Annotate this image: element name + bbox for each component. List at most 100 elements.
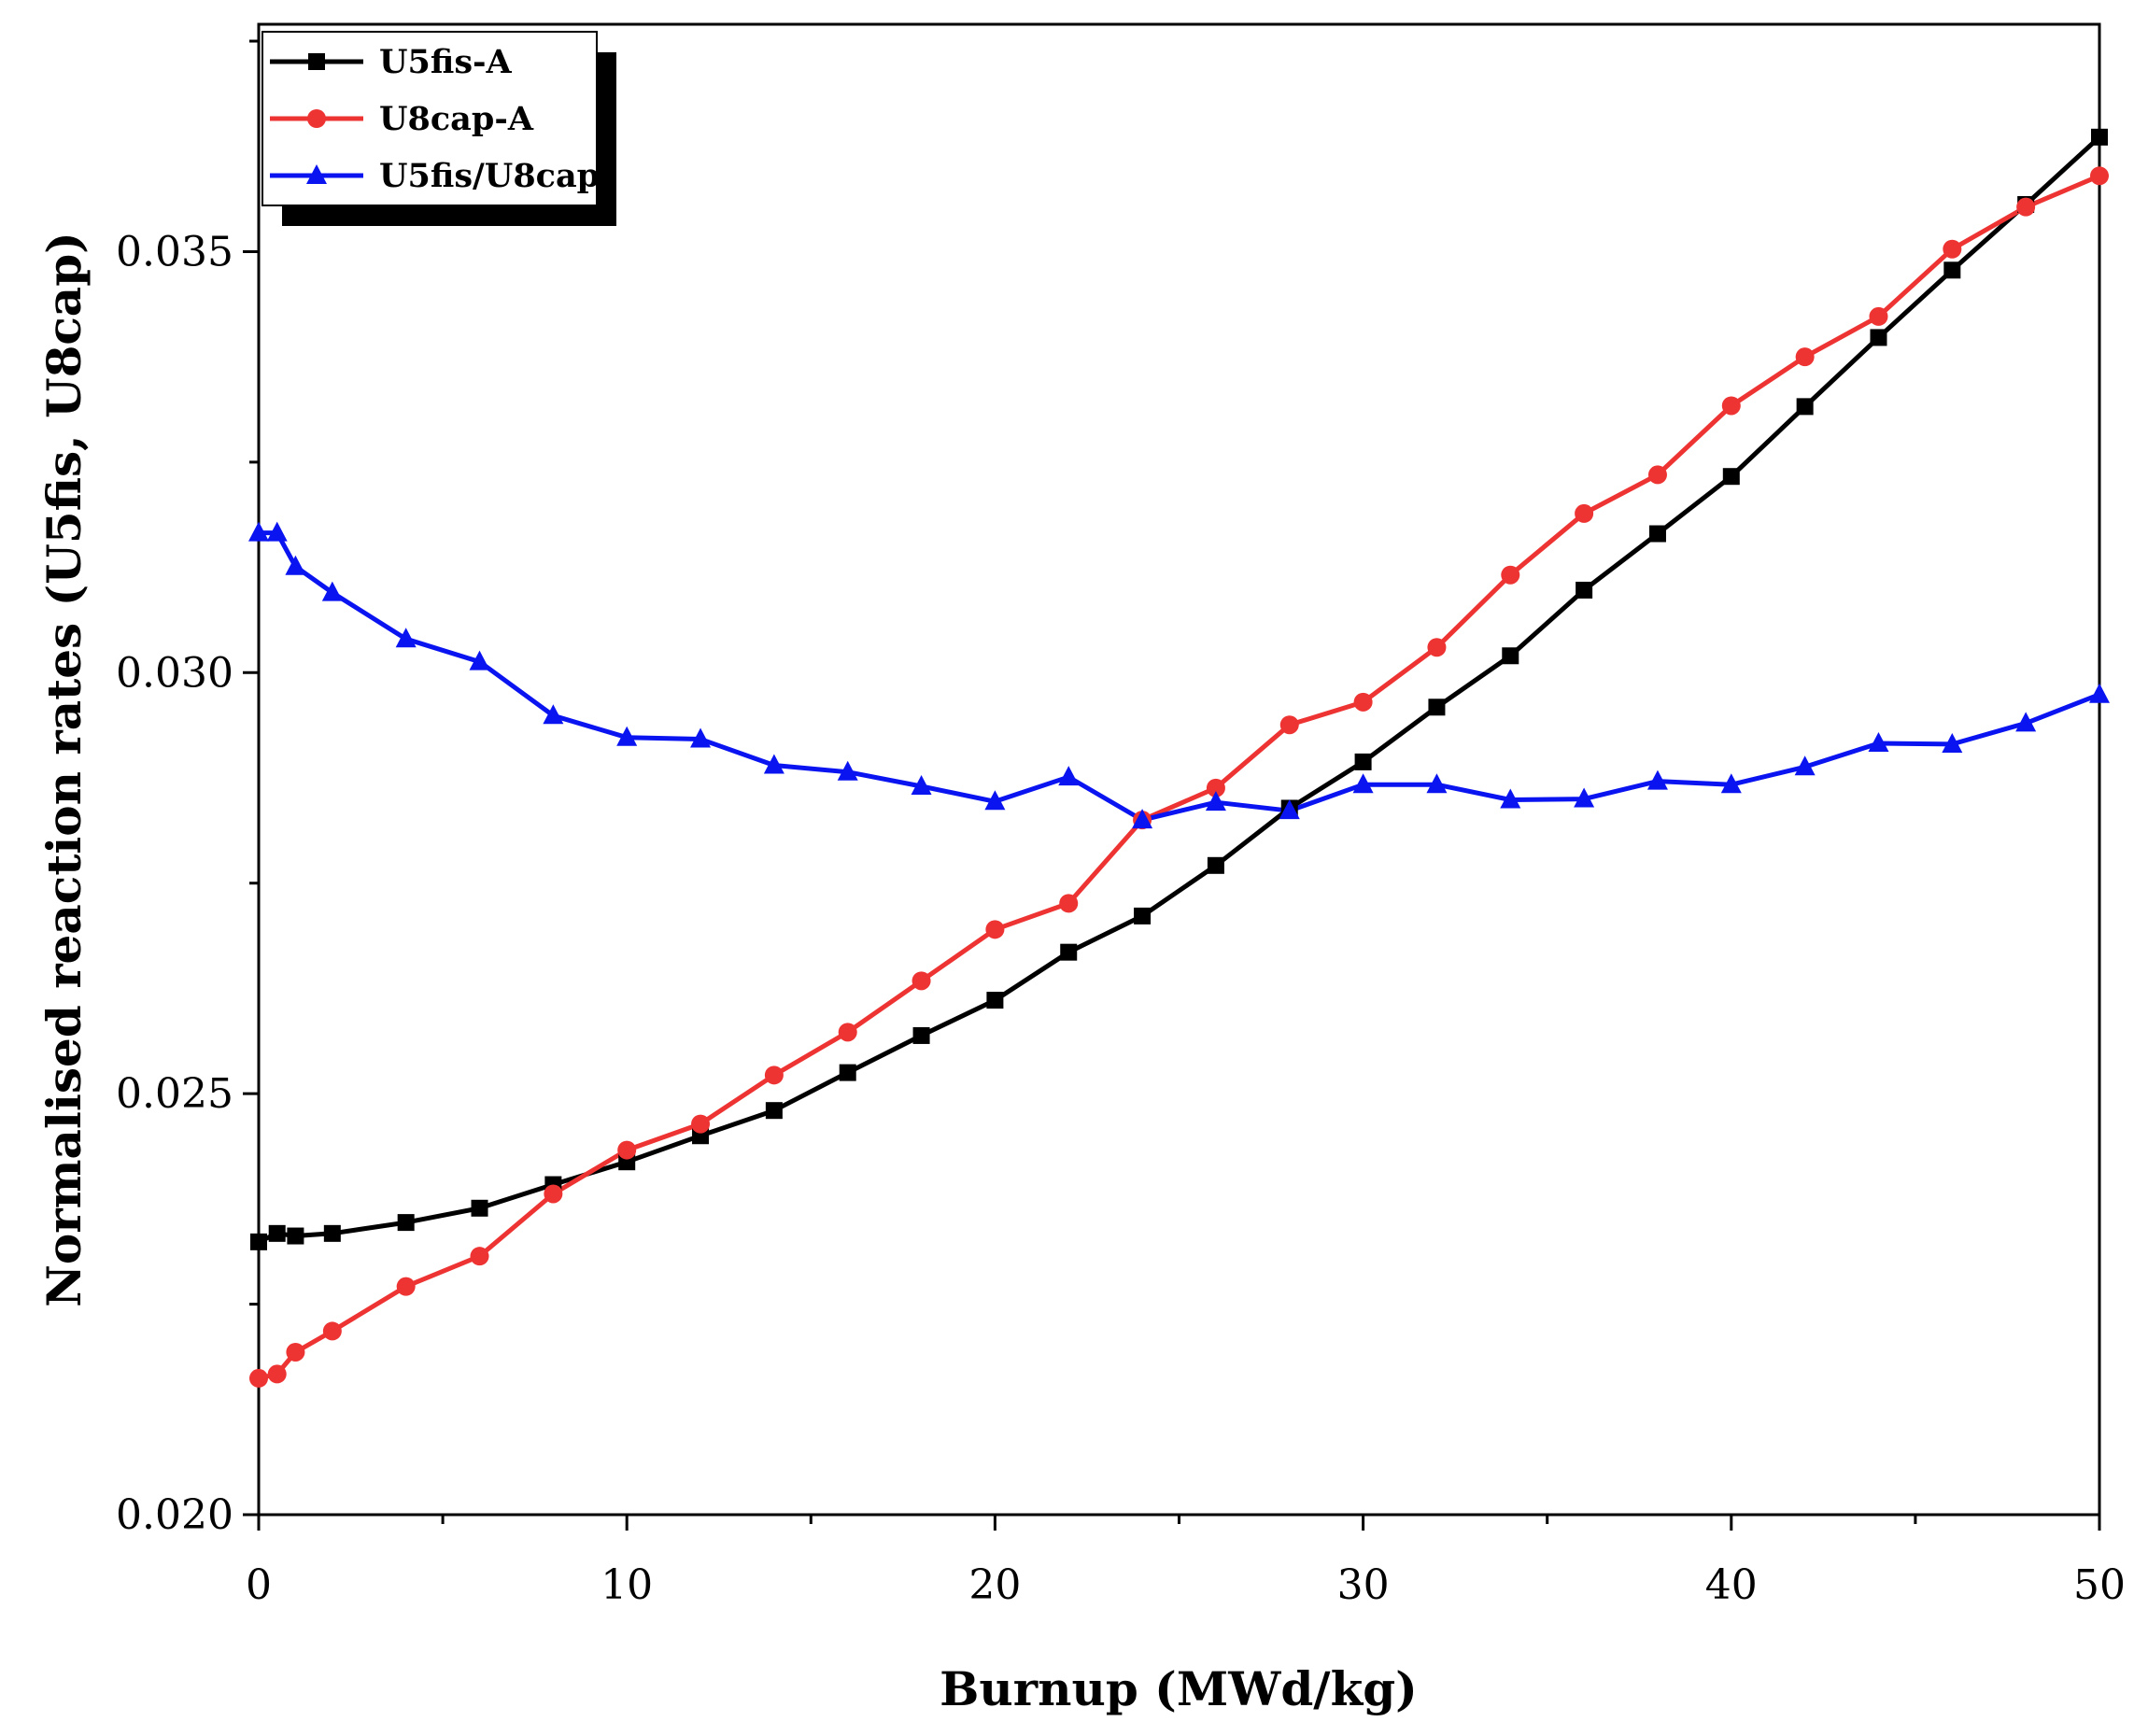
x-tick-label: 30 [1337,1561,1390,1609]
data-point-u5fis-u8cap [248,521,269,542]
data-point-u5fis-a [287,1227,304,1245]
series-lines [257,134,2101,1381]
data-point-u5fis-a [1648,525,1666,543]
legend-label-u5fis-u8cap: U5fis/U8cap [379,157,600,195]
data-point-u8cap-a [267,1364,287,1384]
data-point-u5fis-u8cap [1426,773,1448,794]
data-point-u8cap-a [985,920,1005,939]
data-point-u5fis-a [1134,907,1152,924]
data-point-u5fis-u8cap [2089,683,2110,703]
x-tick-label: 0 [246,1561,272,1609]
data-point-u8cap-a [764,1066,784,1085]
data-point-u8cap-a [249,1368,268,1388]
tick-labels: 0 10 20 30 40 50 0.020 0.025 0.030 0.035 [116,228,2126,1609]
data-point-u5fis-u8cap [616,726,638,746]
data-point-u5fis-a [839,1064,856,1081]
data-point-u8cap-a [838,1023,857,1042]
data-point-u5fis-u8cap [469,650,490,670]
data-point-u8cap-a [286,1342,305,1362]
data-point-u8cap-a [617,1140,637,1160]
data-point-u8cap-a [1427,638,1447,657]
legend-marker-u8cap-a [307,109,326,128]
data-point-u8cap-a [544,1184,563,1204]
data-point-u5fis-a [765,1102,783,1120]
data-point-u8cap-a [1353,692,1373,712]
legend-label-u5fis-a: U5fis-A [379,43,513,81]
plot-frame [257,22,2101,1517]
data-point-u5fis-a [1870,329,1887,346]
data-point-u8cap-a [1575,503,1594,523]
data-point-u5fis-u8cap [1646,769,1668,790]
data-point-u5fis-u8cap [1132,809,1153,829]
data-point-u5fis-a [1502,647,1519,665]
data-point-u5fis-a [1060,943,1078,961]
data-point-u8cap-a [691,1114,711,1134]
data-point-u5fis-u8cap [266,521,288,542]
x-tick-label: 10 [601,1561,653,1609]
data-point-u5fis-u8cap [1058,766,1080,786]
x-tick-label: 50 [2073,1561,2126,1609]
data-point-u5fis-u8cap [911,775,932,796]
data-point-u8cap-a [322,1321,342,1341]
series-markers [248,128,2110,1388]
data-point-u5fis-a [1207,856,1224,874]
data-point-u8cap-a [2016,197,2036,217]
legend-marker-u5fis-u8cap [306,164,327,184]
data-point-u5fis-a [397,1214,415,1232]
data-point-u5fis-u8cap [395,628,417,648]
data-point-u5fis-a [912,1026,930,1044]
data-point-u8cap-a [1059,894,1079,913]
data-point-u8cap-a [1721,396,1741,416]
data-point-u5fis-u8cap [690,727,712,748]
data-point-u8cap-a [1943,239,1962,259]
data-point-u5fis-u8cap [1794,755,1816,776]
data-point-u8cap-a [1795,347,1815,367]
data-point-u5fis-a [1796,398,1814,416]
data-point-u5fis-u8cap [1279,799,1300,820]
series-line-u8cap-a [258,173,2100,1381]
data-point-u5fis-a [986,992,1004,1009]
data-point-u5fis-u8cap [1720,773,1742,794]
data-point-u8cap-a [1206,778,1225,797]
data-point-u8cap-a [1279,715,1299,735]
series-line-u5fis-a [257,134,2101,1245]
data-point-u5fis-u8cap [984,790,1006,811]
data-point-u8cap-a [470,1247,489,1266]
data-point-u5fis-u8cap [1942,732,1963,753]
series-line-u5fis-u8cap [259,530,2100,823]
data-point-u5fis-a [323,1224,341,1242]
data-point-u8cap-a [2090,166,2109,186]
data-point-u5fis-u8cap [1352,773,1374,794]
data-point-u8cap-a [396,1277,416,1296]
data-point-u5fis-a [1354,753,1372,770]
data-point-u8cap-a [1647,465,1667,485]
y-tick-label: 0.025 [116,1070,233,1118]
x-tick-label: 40 [1705,1561,1758,1609]
data-point-u5fis-a [1722,468,1740,486]
data-point-u5fis-u8cap [1574,787,1595,808]
data-point-u8cap-a [1501,565,1520,585]
data-point-u5fis-a [268,1224,286,1242]
data-point-u5fis-u8cap [2015,712,2037,732]
data-point-u5fis-u8cap [1500,788,1521,809]
data-point-u5fis-u8cap [543,704,564,725]
data-point-u5fis-a [1943,261,1961,279]
data-point-u5fis-a [250,1233,267,1250]
axis-ticks [243,39,2101,1531]
x-tick-label: 20 [968,1561,1021,1609]
x-axis-title: Burnup (MWd/kg) [940,1661,1418,1716]
y-axis-title: Normalised reaction rates (U5fis, U8cap) [36,232,92,1307]
data-point-u5fis-u8cap [837,760,858,781]
data-point-u5fis-a [2091,128,2108,146]
data-point-u8cap-a [1869,306,1888,326]
legend-label-u8cap-a: U8cap-A [379,100,534,138]
data-point-u5fis-a [471,1199,488,1217]
data-point-u5fis-a [1576,581,1593,599]
data-point-u5fis-u8cap [1868,732,1889,753]
data-point-u5fis-u8cap [285,555,306,575]
data-point-u5fis-u8cap [1205,791,1226,812]
data-point-u5fis-u8cap [763,754,784,774]
legend-marker-u5fis-a [308,53,325,70]
legend: U5fis-A U8cap-A U5fis/U8cap [261,31,616,226]
